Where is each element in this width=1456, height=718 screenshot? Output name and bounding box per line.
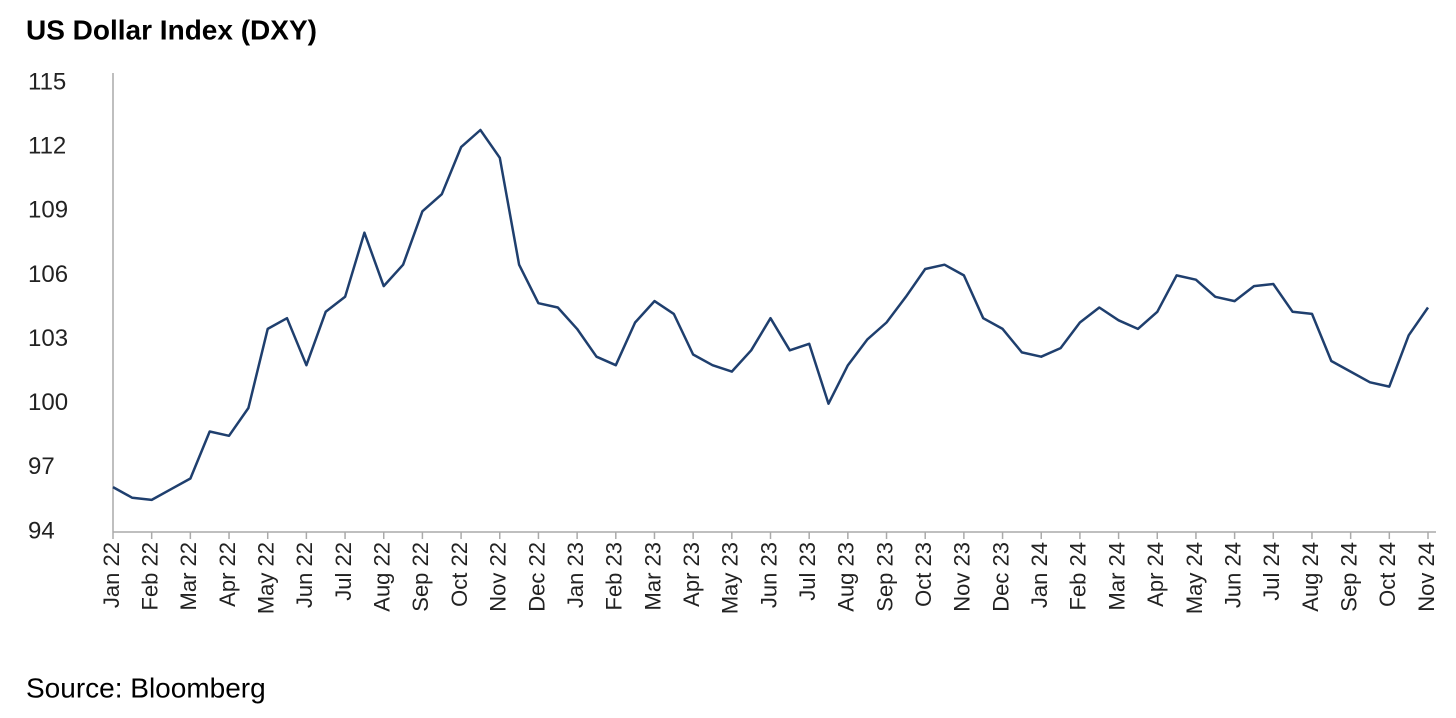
x-tick-label: Aug 23 — [834, 542, 859, 612]
x-tick-label: Apr 22 — [215, 542, 240, 607]
x-tick-label: Apr 23 — [679, 542, 704, 607]
x-tick-label: Nov 22 — [486, 542, 511, 612]
x-tick-label: Mar 24 — [1104, 542, 1129, 610]
x-tick-label: Nov 23 — [950, 542, 975, 612]
x-tick-label: Jul 23 — [795, 542, 820, 601]
x-tick-label: Oct 22 — [447, 542, 472, 607]
y-tick-label: 97 — [28, 453, 55, 480]
y-tick-label: 100 — [28, 389, 68, 416]
x-tick-label: Dec 23 — [988, 542, 1013, 612]
x-tick-label: Aug 24 — [1298, 542, 1323, 612]
x-tick-label: Jan 23 — [563, 542, 588, 608]
x-tick-label: Sep 23 — [872, 542, 897, 612]
x-tick-label: May 23 — [718, 542, 743, 614]
x-tick-label: Mar 23 — [640, 542, 665, 610]
x-tick-label: Apr 24 — [1143, 542, 1168, 607]
x-tick-label: Aug 22 — [370, 542, 395, 612]
x-tick-label: Jun 24 — [1220, 542, 1245, 608]
y-tick-label: 112 — [28, 132, 66, 159]
y-tick-label: 103 — [28, 325, 68, 352]
x-tick-label: Nov 24 — [1414, 542, 1439, 612]
x-tick-label: Feb 23 — [602, 542, 627, 611]
x-tick-label: Sep 22 — [408, 542, 433, 612]
y-tick-label: 109 — [28, 197, 68, 224]
x-tick-label: Jul 24 — [1259, 542, 1284, 601]
line-series — [112, 128, 1430, 502]
x-tick-label: Jun 22 — [292, 542, 317, 608]
y-tick-label: 115 — [28, 68, 66, 95]
x-tick-label: May 22 — [254, 542, 279, 614]
chart-title: US Dollar Index (DXY) — [26, 14, 317, 45]
y-tick-label: 94 — [28, 517, 55, 544]
x-tick-label: Oct 23 — [911, 542, 936, 607]
x-tick-label: Sep 24 — [1336, 542, 1361, 612]
y-tick-label: 106 — [28, 261, 68, 288]
x-tick-label: Mar 22 — [176, 542, 201, 610]
x-tick-label: Jun 23 — [756, 542, 781, 608]
x-tick-label: May 24 — [1182, 542, 1207, 614]
x-tick-label: Jan 24 — [1027, 542, 1052, 608]
x-tick-label: Feb 24 — [1066, 542, 1091, 611]
x-tick-label: Jan 22 — [99, 542, 124, 608]
x-tick-label: Jul 22 — [331, 542, 356, 601]
x-tick-label: Dec 22 — [524, 542, 549, 612]
x-tick-label: Feb 22 — [137, 542, 162, 611]
x-tick-label: Oct 24 — [1375, 542, 1400, 607]
source: Source: Bloomberg — [26, 672, 266, 703]
